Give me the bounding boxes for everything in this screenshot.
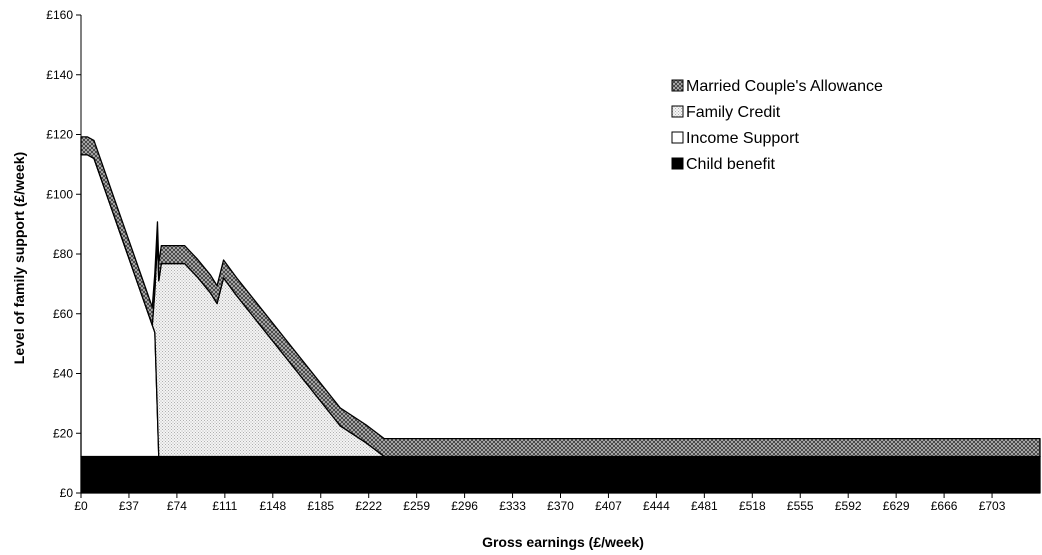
y-tick-label: £140 [46,68,73,82]
x-tick-label: £592 [835,499,862,513]
y-tick-label: £100 [46,187,73,201]
x-tick-label: £555 [787,499,814,513]
legend-swatch [671,79,684,92]
x-tick-label: £666 [931,499,958,513]
x-tick-label: £703 [979,499,1006,513]
legend-swatch [671,131,684,144]
x-tick-label: £259 [403,499,430,513]
legend-swatch [671,157,684,170]
x-tick-label: £148 [259,499,286,513]
x-tick-label: £444 [643,499,670,513]
y-axis-title: Level of family support (£/week) [11,152,27,364]
y-tick-label: £20 [53,426,73,440]
x-tick-label: £0 [74,499,88,513]
legend-label: Family Credit [686,104,781,121]
area-married-couple-s-allowance [80,136,1041,458]
y-tick-label: £120 [46,128,73,142]
y-tick-label: £0 [60,486,74,500]
axes: £0 £20 £40 £60 £80 £100 £120 £140 £160 £0 £37 £74 £1… [46,8,1040,513]
x-tick-label: £370 [547,499,574,513]
legend-label: Income Support [686,130,800,147]
y-tick-label: £160 [46,8,73,22]
legend-label: Married Couple's Allowance [686,78,883,95]
y-tick-label: £40 [53,367,73,381]
x-tick-label: £222 [355,499,382,513]
x-tick-label: £185 [307,499,334,513]
area-child-benefit [80,455,1041,494]
y-tick-label: £60 [53,307,73,321]
x-tick-label: £407 [595,499,622,513]
x-tick-label: £333 [499,499,526,513]
legend: Married Couple's Allowance Family Credit I… [671,78,883,173]
legend-label: Child benefit [686,156,776,173]
area-family-credit [80,154,1041,458]
x-tick-label: £629 [883,499,910,513]
plot-area [80,136,1041,494]
x-tick-label: £74 [167,499,187,513]
x-tick-label: £37 [119,499,139,513]
y-tick-label: £80 [53,247,73,261]
x-tick-label: £296 [451,499,478,513]
x-tick-label: £111 [212,499,237,513]
x-tick-label: £518 [739,499,766,513]
legend-swatch [671,105,684,118]
x-tick-label: £481 [691,499,718,513]
x-axis-title: Gross earnings (£/week) [482,534,644,550]
